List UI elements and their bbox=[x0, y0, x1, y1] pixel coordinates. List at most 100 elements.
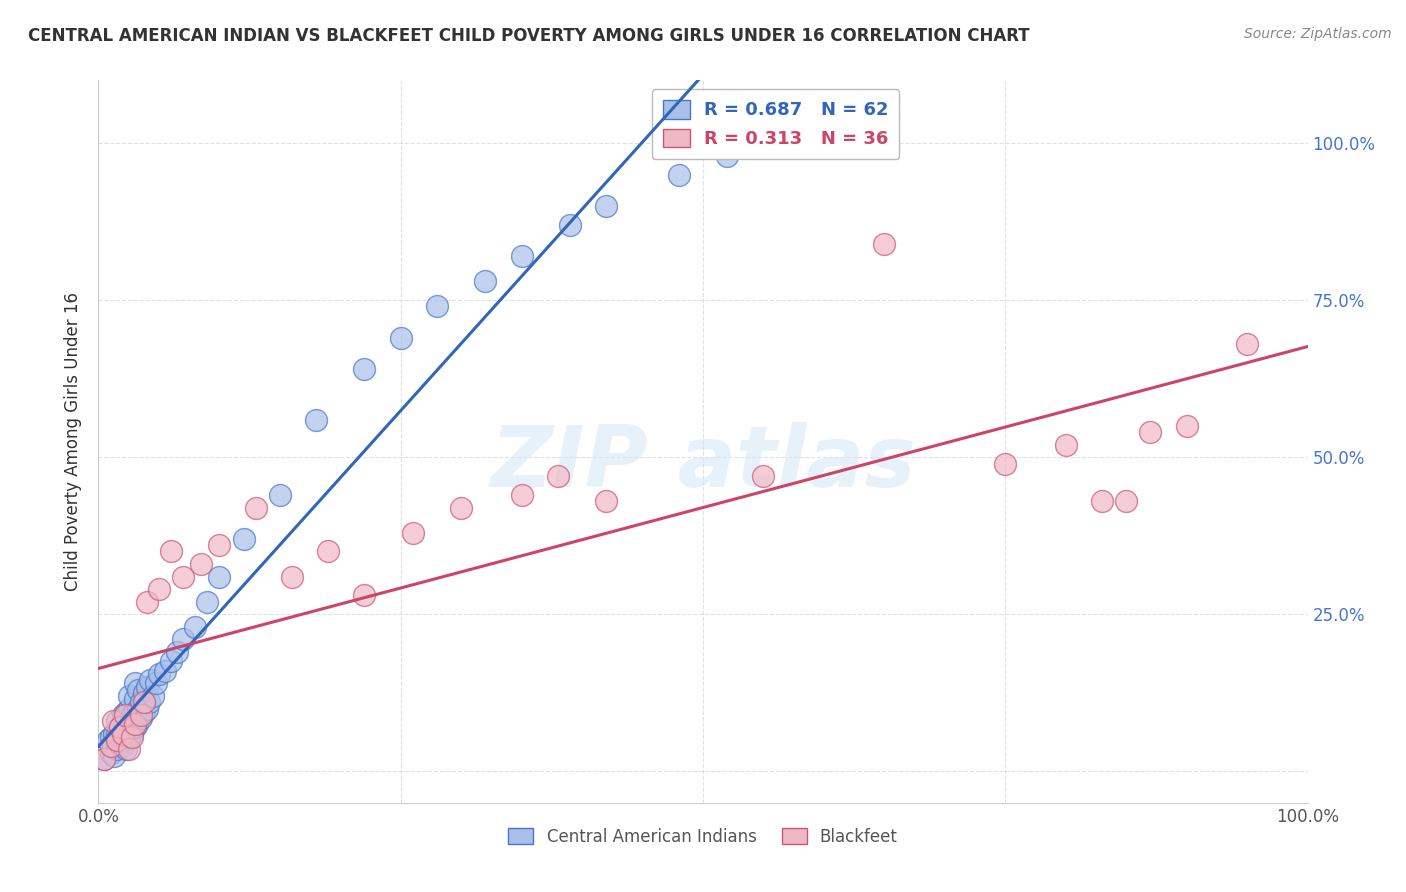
Point bbox=[595, 494, 617, 508]
Point bbox=[124, 705, 146, 719]
Point bbox=[138, 695, 160, 709]
Point bbox=[114, 717, 136, 731]
Text: ZIP atlas: ZIP atlas bbox=[491, 422, 915, 505]
Point bbox=[510, 249, 533, 263]
Point bbox=[129, 695, 152, 709]
Point bbox=[118, 742, 141, 756]
Point bbox=[1091, 494, 1114, 508]
Point bbox=[208, 569, 231, 583]
Point bbox=[389, 331, 412, 345]
Point bbox=[426, 300, 449, 314]
Point bbox=[450, 500, 472, 515]
Point bbox=[245, 500, 267, 515]
Point bbox=[208, 538, 231, 552]
Point bbox=[752, 469, 775, 483]
Point bbox=[547, 469, 569, 483]
Point bbox=[402, 525, 425, 540]
Point bbox=[668, 168, 690, 182]
Point bbox=[129, 707, 152, 722]
Point bbox=[172, 632, 194, 647]
Y-axis label: Child Poverty Among Girls Under 16: Child Poverty Among Girls Under 16 bbox=[65, 292, 83, 591]
Point bbox=[101, 739, 124, 754]
Point bbox=[134, 705, 156, 719]
Point bbox=[108, 736, 131, 750]
Point bbox=[127, 717, 149, 731]
Point bbox=[121, 727, 143, 741]
Point bbox=[1175, 418, 1198, 433]
Point bbox=[114, 733, 136, 747]
Point bbox=[232, 532, 254, 546]
Point bbox=[105, 742, 128, 756]
Point bbox=[281, 569, 304, 583]
Point bbox=[305, 412, 328, 426]
Point bbox=[114, 707, 136, 722]
Point bbox=[111, 727, 134, 741]
Point bbox=[148, 582, 170, 597]
Point bbox=[135, 701, 157, 715]
Point bbox=[118, 730, 141, 744]
Point bbox=[166, 645, 188, 659]
Point bbox=[474, 274, 496, 288]
Point bbox=[195, 595, 218, 609]
Point bbox=[100, 746, 122, 760]
Point bbox=[115, 742, 138, 756]
Point bbox=[595, 199, 617, 213]
Point bbox=[153, 664, 176, 678]
Point bbox=[121, 730, 143, 744]
Point bbox=[115, 705, 138, 719]
Point bbox=[97, 733, 120, 747]
Point bbox=[111, 707, 134, 722]
Point bbox=[118, 689, 141, 703]
Point bbox=[103, 748, 125, 763]
Point bbox=[316, 544, 339, 558]
Point bbox=[160, 655, 183, 669]
Point bbox=[111, 739, 134, 754]
Point bbox=[100, 739, 122, 754]
Point bbox=[118, 701, 141, 715]
Point bbox=[994, 457, 1017, 471]
Point bbox=[134, 686, 156, 700]
Point bbox=[101, 714, 124, 728]
Point bbox=[353, 589, 375, 603]
Point bbox=[127, 682, 149, 697]
Point bbox=[139, 673, 162, 688]
Point bbox=[100, 730, 122, 744]
Point bbox=[148, 667, 170, 681]
Point bbox=[142, 689, 165, 703]
Point bbox=[873, 236, 896, 251]
Point bbox=[558, 218, 581, 232]
Point bbox=[1115, 494, 1137, 508]
Point bbox=[105, 733, 128, 747]
Point bbox=[510, 488, 533, 502]
Point bbox=[353, 362, 375, 376]
Point bbox=[135, 595, 157, 609]
Point bbox=[716, 149, 738, 163]
Point bbox=[124, 676, 146, 690]
Text: CENTRAL AMERICAN INDIAN VS BLACKFEET CHILD POVERTY AMONG GIRLS UNDER 16 CORRELAT: CENTRAL AMERICAN INDIAN VS BLACKFEET CHI… bbox=[28, 27, 1029, 45]
Point bbox=[184, 620, 207, 634]
Point bbox=[135, 680, 157, 694]
Point bbox=[121, 707, 143, 722]
Point bbox=[172, 569, 194, 583]
Point bbox=[124, 717, 146, 731]
Point bbox=[124, 692, 146, 706]
Point bbox=[118, 714, 141, 728]
Point bbox=[105, 714, 128, 728]
Point bbox=[93, 752, 115, 766]
Point bbox=[134, 695, 156, 709]
Point bbox=[269, 488, 291, 502]
Point bbox=[103, 727, 125, 741]
Point bbox=[93, 752, 115, 766]
Point bbox=[127, 701, 149, 715]
Legend: Central American Indians, Blackfeet: Central American Indians, Blackfeet bbox=[502, 821, 904, 852]
Point bbox=[160, 544, 183, 558]
Text: Source: ZipAtlas.com: Source: ZipAtlas.com bbox=[1244, 27, 1392, 41]
Point bbox=[108, 720, 131, 734]
Point bbox=[1139, 425, 1161, 439]
Point bbox=[105, 727, 128, 741]
Point bbox=[111, 723, 134, 738]
Point bbox=[1054, 438, 1077, 452]
Point bbox=[124, 720, 146, 734]
Point bbox=[145, 676, 167, 690]
Point bbox=[1236, 337, 1258, 351]
